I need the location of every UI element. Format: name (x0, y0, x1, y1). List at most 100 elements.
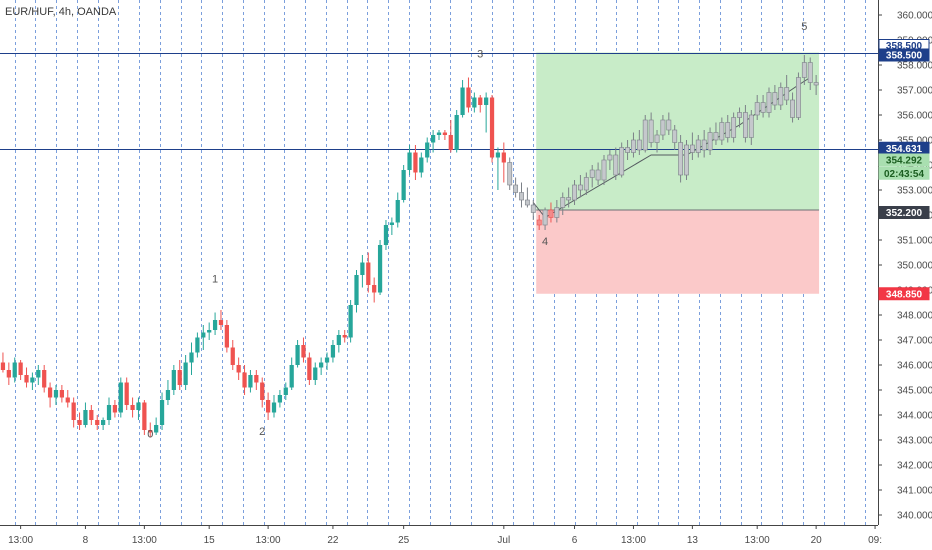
candle-body (778, 87, 784, 106)
candle-body (36, 370, 41, 378)
candle-body (430, 135, 436, 143)
candle (695, 135, 701, 158)
candle-body (324, 357, 330, 363)
price-tag: 348.850 (878, 287, 930, 301)
price-tag-label: 358.500 (886, 51, 923, 62)
candle-body (100, 420, 106, 425)
candle-body (254, 375, 259, 383)
price-tag: 354.292 (878, 153, 930, 167)
wave-label: 0 (147, 429, 153, 441)
candle-body (77, 420, 82, 425)
candle (430, 130, 436, 153)
price-tag: 354.631 (878, 141, 930, 155)
candle (212, 312, 218, 335)
candle-body (737, 112, 742, 118)
candle (295, 340, 300, 368)
candle (395, 192, 400, 228)
candle (448, 120, 453, 153)
candle-body (495, 152, 501, 158)
price-tag-box (878, 206, 930, 219)
candle (666, 112, 672, 135)
candle (713, 122, 719, 145)
candle-body (466, 87, 471, 108)
candle-body (212, 320, 218, 330)
candle-body (478, 97, 483, 105)
candle (336, 330, 341, 353)
time-axis[interactable]: 13:00 8 13:00 15 13:00 22 25 Jul 6 13:00 13 13:00 20… (0, 525, 882, 550)
candle-body (536, 219, 542, 226)
price-tag-box (878, 287, 930, 301)
candle (460, 80, 465, 118)
candle-body (30, 377, 35, 383)
time-tick-label: 13:00 (132, 535, 157, 546)
candle-body (619, 147, 625, 176)
candle-body (660, 119, 666, 136)
price-tick-label: 356.000 (897, 111, 932, 122)
price-tick-label: 342.000 (897, 461, 932, 472)
candle (242, 365, 247, 395)
price-axis[interactable]: 360.000359.000358.000357.000356.000355.0… (878, 0, 932, 550)
candle-body (354, 275, 359, 305)
candle (636, 130, 642, 155)
candle (707, 127, 713, 155)
candle (542, 207, 548, 230)
candle-body (554, 207, 560, 218)
long-position-zones[interactable] (536, 52, 820, 294)
candle (183, 355, 188, 390)
wave-label: 2 (259, 426, 265, 438)
candle-body (672, 129, 678, 143)
candle (372, 277, 377, 303)
candle (725, 115, 731, 143)
candle (366, 252, 371, 293)
candle-body (731, 117, 737, 138)
candle (613, 147, 619, 180)
candle (348, 300, 353, 343)
candle-body (460, 87, 465, 115)
candle (436, 130, 442, 140)
candle (530, 200, 536, 220)
candle-body (625, 147, 630, 153)
candle-body (307, 357, 312, 380)
candle (513, 177, 519, 198)
time-tick-label: 13:00 (621, 535, 646, 546)
candle (566, 187, 572, 208)
candle-body (106, 405, 112, 420)
horizontal-price-lines[interactable] (0, 53, 878, 150)
candle (136, 397, 141, 420)
candle (807, 57, 813, 90)
candle (277, 390, 283, 408)
candle (742, 105, 748, 143)
candle-body (71, 402, 76, 420)
candle-body (383, 225, 389, 245)
candle (118, 377, 123, 418)
candle-body (613, 154, 619, 176)
candle-body (578, 184, 583, 191)
candle (478, 95, 483, 113)
candle-body (195, 337, 200, 353)
candle (578, 175, 583, 198)
candles (0, 55, 819, 438)
candle-body (636, 139, 642, 151)
candle (519, 182, 524, 208)
candle (466, 77, 471, 113)
candle-body (742, 112, 748, 138)
candle (766, 87, 772, 118)
candle-body (436, 132, 442, 135)
candle (207, 322, 212, 340)
symbol-label: EUR/HUF, 4h, OANDA (5, 6, 117, 18)
candle (548, 202, 554, 223)
price-tag-label: 352.200 (886, 208, 923, 219)
candle-body (265, 400, 271, 413)
candle-body (566, 197, 572, 201)
candle-body (189, 352, 194, 363)
candle (654, 130, 660, 153)
candle (83, 402, 88, 428)
candle (218, 310, 224, 330)
candle (53, 385, 59, 405)
price-tick-label: 346.000 (897, 361, 932, 372)
candle-body (53, 390, 59, 398)
candle (301, 337, 306, 363)
candle-body (530, 204, 536, 213)
candle-body (295, 345, 300, 365)
